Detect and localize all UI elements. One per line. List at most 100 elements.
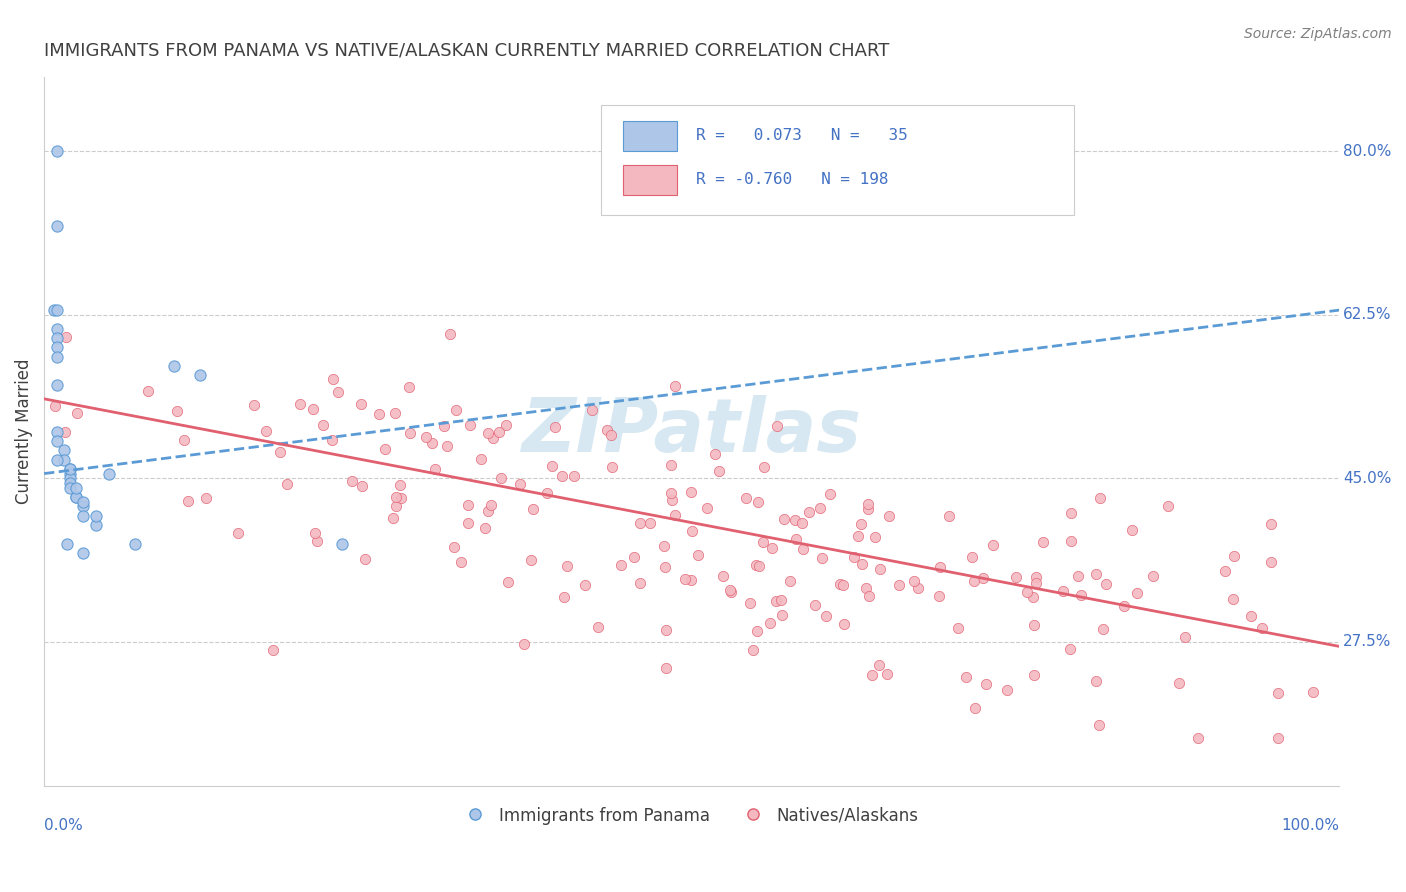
Point [46, 322, 69, 336]
Point [46, 377, 69, 392]
Point [543, 419, 565, 434]
Point [1005, 569, 1028, 583]
Point [928, 589, 950, 603]
Point [84, 518, 107, 533]
Text: 100.0%: 100.0% [1281, 819, 1340, 833]
Point [1025, 576, 1047, 591]
Point [856, 497, 879, 511]
Point [596, 423, 619, 437]
Point [540, 458, 562, 473]
Point [785, 513, 807, 527]
Point [965, 701, 987, 715]
Point [741, 642, 763, 657]
Point [276, 477, 298, 491]
Point [436, 439, 458, 453]
Point [790, 516, 813, 530]
Point [1260, 517, 1282, 532]
Point [72, 494, 94, 508]
Bar [623, 165, 678, 195]
Point [779, 574, 801, 588]
Text: 62.5%: 62.5% [1343, 307, 1392, 322]
Point [1085, 566, 1108, 581]
Point [747, 495, 769, 509]
Point [770, 592, 793, 607]
Point [474, 521, 496, 535]
Point [415, 430, 437, 444]
Point [1121, 523, 1143, 537]
Point [44, 303, 66, 318]
Point [907, 582, 929, 596]
Point [718, 582, 741, 597]
Point [652, 540, 675, 554]
Point [477, 426, 499, 441]
Point [628, 516, 651, 531]
Point [59, 467, 82, 481]
Point [322, 372, 344, 386]
Point [555, 559, 578, 574]
Point [328, 384, 350, 399]
Point [1022, 591, 1045, 605]
Point [46, 145, 69, 159]
Point [1267, 686, 1289, 700]
Text: Source: ZipAtlas.com: Source: ZipAtlas.com [1244, 27, 1392, 41]
Point [477, 504, 499, 518]
Point [44, 399, 66, 413]
Point [1142, 568, 1164, 582]
Point [53, 425, 76, 439]
Point [176, 493, 198, 508]
Point [858, 590, 880, 604]
Point [536, 485, 558, 500]
Point [938, 508, 960, 523]
Point [46, 350, 69, 364]
Point [752, 460, 775, 475]
Point [1088, 491, 1111, 505]
Point [46, 331, 69, 345]
Point [686, 549, 709, 563]
Point [1260, 555, 1282, 569]
Point [1017, 584, 1039, 599]
Point [173, 433, 195, 447]
Point [354, 551, 377, 566]
Point [711, 568, 734, 582]
Point [903, 574, 925, 589]
Point [443, 540, 465, 554]
Point [382, 511, 405, 525]
Point [422, 435, 444, 450]
Point [55, 330, 77, 344]
Point [482, 431, 505, 445]
Y-axis label: Currently Married: Currently Married [15, 359, 32, 504]
Point [748, 559, 770, 574]
Point [1095, 577, 1118, 591]
Point [673, 572, 696, 586]
Point [738, 596, 761, 610]
Point [1032, 535, 1054, 549]
Point [623, 549, 645, 564]
Point [513, 637, 536, 651]
Point [679, 573, 702, 587]
Point [586, 619, 609, 633]
Point [681, 485, 703, 500]
Point [664, 379, 686, 393]
Point [703, 447, 725, 461]
FancyBboxPatch shape [600, 105, 1074, 215]
Point [661, 492, 683, 507]
Point [509, 477, 531, 491]
Point [1085, 673, 1108, 688]
Point [1067, 569, 1090, 583]
Point [84, 508, 107, 523]
Point [842, 549, 865, 564]
Point [46, 434, 69, 448]
Point [450, 555, 472, 569]
Point [52, 443, 75, 458]
Point [655, 624, 678, 638]
Point [1022, 617, 1045, 632]
Point [1060, 506, 1083, 520]
Point [1302, 684, 1324, 698]
Point [745, 558, 768, 572]
Point [855, 581, 877, 595]
Point [1022, 668, 1045, 682]
Point [1213, 564, 1236, 578]
Point [423, 461, 446, 475]
Point [399, 426, 422, 441]
Point [734, 491, 756, 505]
